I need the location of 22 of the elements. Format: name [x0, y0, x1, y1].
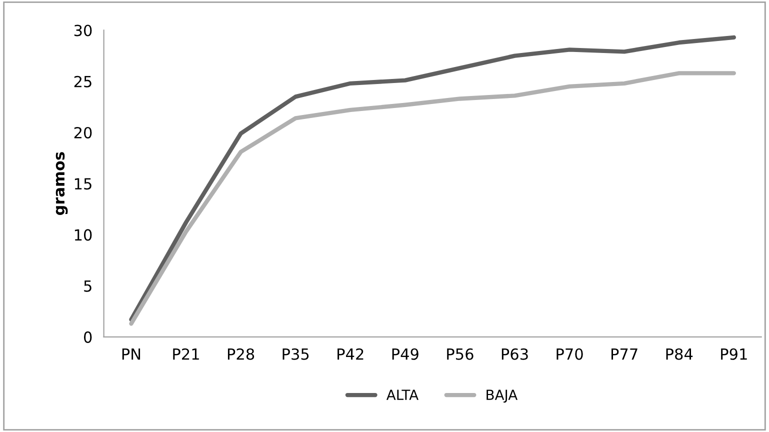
- x-tick-label: P56: [447, 348, 474, 360]
- y-tick-label: 10: [74, 229, 92, 241]
- legend-label: BAJA: [486, 390, 518, 403]
- x-tick-label: P28: [228, 348, 254, 360]
- x-tick-label: P63: [502, 348, 528, 360]
- x-tick-label: P77: [612, 348, 638, 360]
- y-axis-title: gramos: [56, 152, 68, 216]
- x-tick-label: P70: [556, 348, 583, 360]
- y-tick-label: 20: [74, 126, 92, 138]
- x-tick-label: P49: [392, 348, 418, 360]
- legend-label: ALTA: [386, 390, 418, 400]
- y-tick-label: 15: [74, 178, 92, 190]
- x-tick-label: P84: [666, 348, 693, 360]
- y-tick-label: 30: [74, 24, 92, 36]
- y-tick-label: 0: [84, 331, 92, 343]
- y-tick-label: 5: [84, 280, 92, 292]
- x-tick-label: P21: [173, 348, 199, 360]
- x-tick-label: PN: [122, 348, 140, 360]
- x-tick-label: P35: [282, 348, 309, 360]
- y-tick-label: 25: [74, 76, 92, 88]
- x-tick-label: P91: [721, 348, 747, 360]
- x-tick-label: P42: [338, 348, 364, 360]
